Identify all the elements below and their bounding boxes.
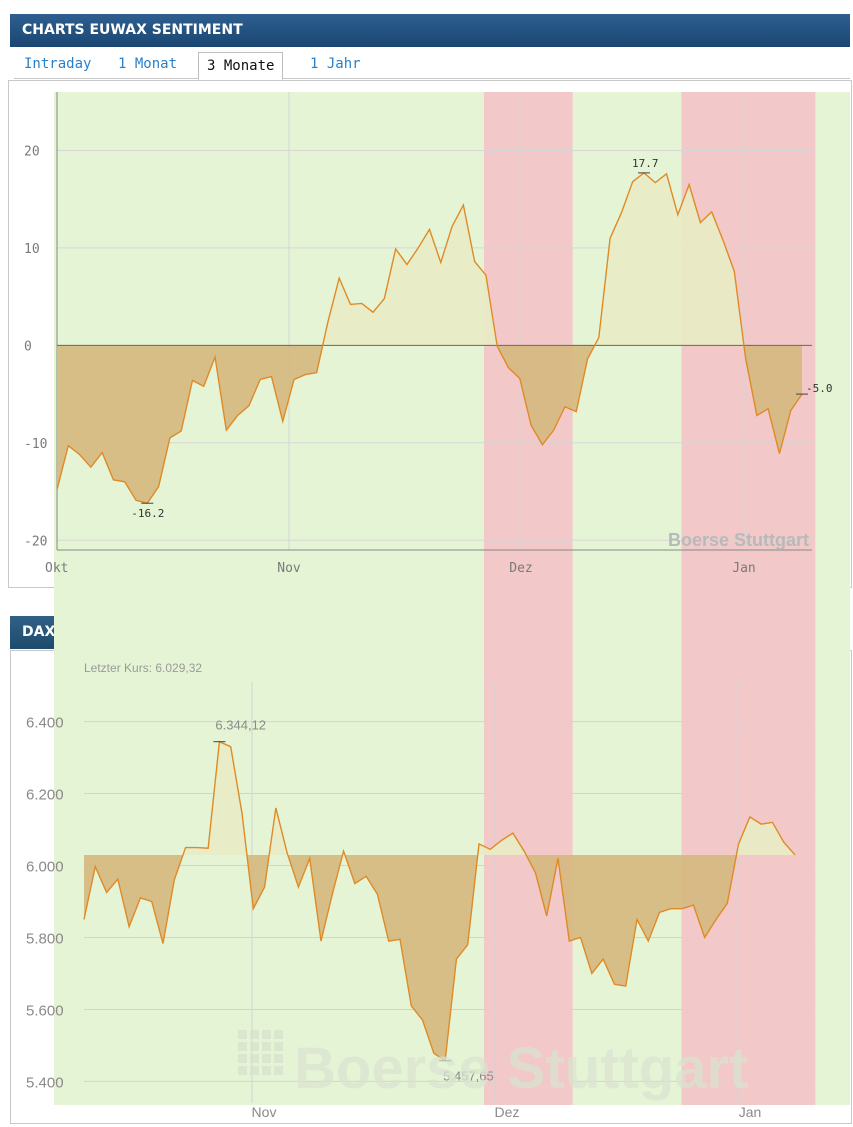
logo-square bbox=[262, 1054, 271, 1063]
area-above-baseline bbox=[736, 816, 795, 855]
y-tick-label: 5.400 bbox=[26, 1074, 64, 1091]
logo-square bbox=[238, 1066, 247, 1075]
dax-panel-title: DAX bbox=[22, 624, 56, 640]
sentiment-chart: 20 10 0 -10 -20 Okt Nov Dez Jan -16.2 17.7 -5.0 bbox=[24, 92, 833, 576]
area-below-baseline bbox=[344, 854, 478, 1061]
area-below-baseline bbox=[84, 854, 183, 944]
y-tick-label: 6.000 bbox=[26, 859, 64, 876]
sell-signal-band bbox=[483, 92, 573, 1105]
tab-1-monat[interactable]: 1 Monat bbox=[118, 56, 178, 72]
logo-square bbox=[250, 1030, 259, 1039]
y-tick-label: 5.600 bbox=[26, 1002, 64, 1019]
x-tick-label: Okt bbox=[45, 561, 68, 576]
x-tick-label: Dez bbox=[509, 561, 532, 576]
annotation-label: -16.2 bbox=[131, 507, 164, 520]
logo-square bbox=[250, 1066, 259, 1075]
y-tick-label: -10 bbox=[24, 437, 47, 452]
x-tick-label: Nov bbox=[277, 561, 301, 576]
area-above-baseline bbox=[594, 172, 744, 346]
logo-square bbox=[238, 1042, 247, 1051]
annotation-label: -5.0 bbox=[806, 382, 833, 395]
area-below-baseline bbox=[57, 345, 323, 504]
area-above-baseline bbox=[269, 807, 288, 855]
logo-square bbox=[274, 1042, 283, 1051]
tab-intraday[interactable]: Intraday bbox=[24, 56, 92, 72]
sentiment-panel-header: CHARTS EUWAX SENTIMENT bbox=[10, 14, 850, 47]
area-below-baseline bbox=[526, 854, 737, 987]
x-tick-label: Jan bbox=[732, 561, 755, 576]
logo-square bbox=[262, 1066, 271, 1075]
x-tick-label: Jan bbox=[739, 1104, 762, 1120]
area-below-baseline bbox=[497, 345, 595, 445]
logo-square bbox=[238, 1030, 247, 1039]
logo-square bbox=[250, 1054, 259, 1063]
area-above-baseline bbox=[322, 205, 498, 346]
y-tick-label: 10 bbox=[24, 242, 40, 257]
area-below-baseline bbox=[743, 345, 802, 454]
y-tick-label: 6.400 bbox=[26, 715, 64, 732]
annotation-label: 17.7 bbox=[632, 157, 659, 170]
tab-3-monate[interactable]: 3 Monate bbox=[198, 52, 284, 80]
dax-line bbox=[83, 740, 796, 1062]
area-above-baseline bbox=[182, 741, 247, 855]
logo-square bbox=[250, 1042, 259, 1051]
sentiment-line bbox=[56, 171, 803, 505]
dax-watermark: Boerse Stuttgart bbox=[294, 1036, 748, 1101]
x-tick-label: Nov bbox=[252, 1104, 277, 1120]
logo-square bbox=[262, 1042, 271, 1051]
logo-square bbox=[274, 1054, 283, 1063]
tab-1-jahr[interactable]: 1 Jahr bbox=[310, 56, 361, 72]
boerse-stuttgart-logo bbox=[238, 1030, 283, 1075]
y-tick-label: -20 bbox=[24, 534, 47, 549]
area-below-baseline bbox=[246, 854, 270, 909]
logo-square bbox=[238, 1054, 247, 1063]
logo-square bbox=[274, 1066, 283, 1075]
sentiment-watermark: Boerse Stuttgart bbox=[668, 530, 809, 550]
y-tick-label: 20 bbox=[24, 144, 40, 159]
logo-square bbox=[274, 1030, 283, 1039]
logo-square bbox=[262, 1030, 271, 1039]
annotation-label: 5.457,65 bbox=[443, 1069, 494, 1084]
timeframe-tabs: Intraday 1 Monat 3 Monate 1 Jahr bbox=[14, 50, 850, 80]
annotation-label: 6.344,12 bbox=[215, 718, 266, 733]
y-tick-label: 6.200 bbox=[26, 787, 64, 804]
dax-chart: 6.400 6.200 6.000 5.800 5.600 5.400 Nov Dez Jan 6… bbox=[26, 682, 810, 1120]
x-tick-label: Dez bbox=[495, 1104, 520, 1120]
dax-last-price: Letzter Kurs: 6.029,32 bbox=[84, 661, 202, 675]
y-tick-label: 0 bbox=[24, 339, 32, 354]
y-tick-label: 5.800 bbox=[26, 930, 64, 947]
sentiment-panel-title: CHARTS EUWAX SENTIMENT bbox=[22, 22, 243, 38]
